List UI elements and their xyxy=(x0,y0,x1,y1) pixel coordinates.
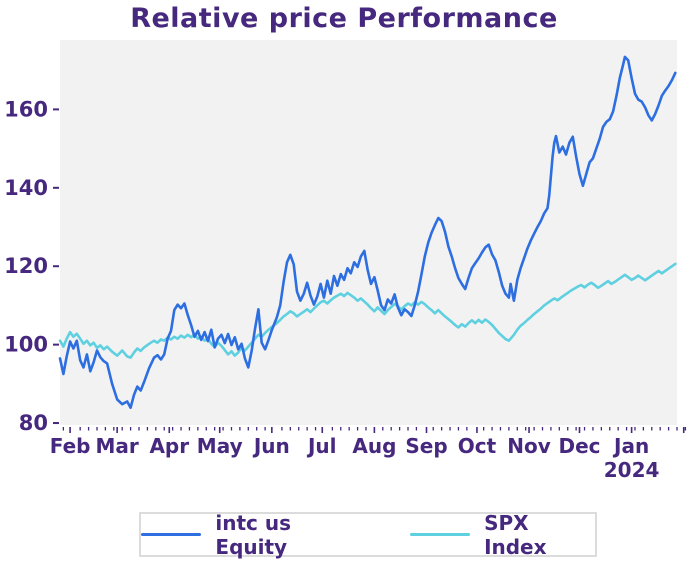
x-tick-label: Oct xyxy=(458,434,497,458)
intc-line-swatch xyxy=(141,533,202,536)
x-tick-label: Jul xyxy=(306,434,337,458)
page-title: Relative price Performance xyxy=(130,3,558,34)
x-tick-label: Dec xyxy=(558,434,600,458)
plot-area xyxy=(60,40,677,425)
price-performance-chart: 80 100 120 140 160 Feb Mar Apr May Jun Jul Aug Sep Oc… xyxy=(4,40,687,482)
x-tick-label: Feb xyxy=(50,434,91,458)
x-tick-label: Jan xyxy=(612,434,649,458)
y-tick-label: 140 xyxy=(4,176,48,200)
spx-index-line xyxy=(58,262,677,359)
y-tick-label: 160 xyxy=(4,97,48,121)
x-tick-label: Mar xyxy=(96,434,139,458)
spx-line-swatch xyxy=(409,533,471,536)
legend-item-intc: intc us Equity xyxy=(141,511,366,559)
y-tick-label: 100 xyxy=(4,333,48,357)
x-tick-label: Jun xyxy=(252,434,290,458)
x-tick-label: Nov xyxy=(507,434,551,458)
x-tick-label: Sep xyxy=(405,434,447,458)
legend-item-spx: SPX Index xyxy=(409,510,595,559)
intc-equity-line xyxy=(58,55,677,410)
chart-legend: intc us Equity SPX Index xyxy=(139,510,597,559)
x-tick-label: Apr xyxy=(149,434,189,458)
y-tick-label: 120 xyxy=(4,254,48,278)
y-tick-label: 80 xyxy=(19,411,48,435)
legend-label-spx: SPX Index xyxy=(484,510,547,559)
x-tick-label: May xyxy=(197,434,243,458)
x-tick-label: Aug xyxy=(352,434,396,458)
legend-label-intc: intc us Equity xyxy=(215,510,292,559)
x-year-label: 2024 xyxy=(604,458,660,482)
